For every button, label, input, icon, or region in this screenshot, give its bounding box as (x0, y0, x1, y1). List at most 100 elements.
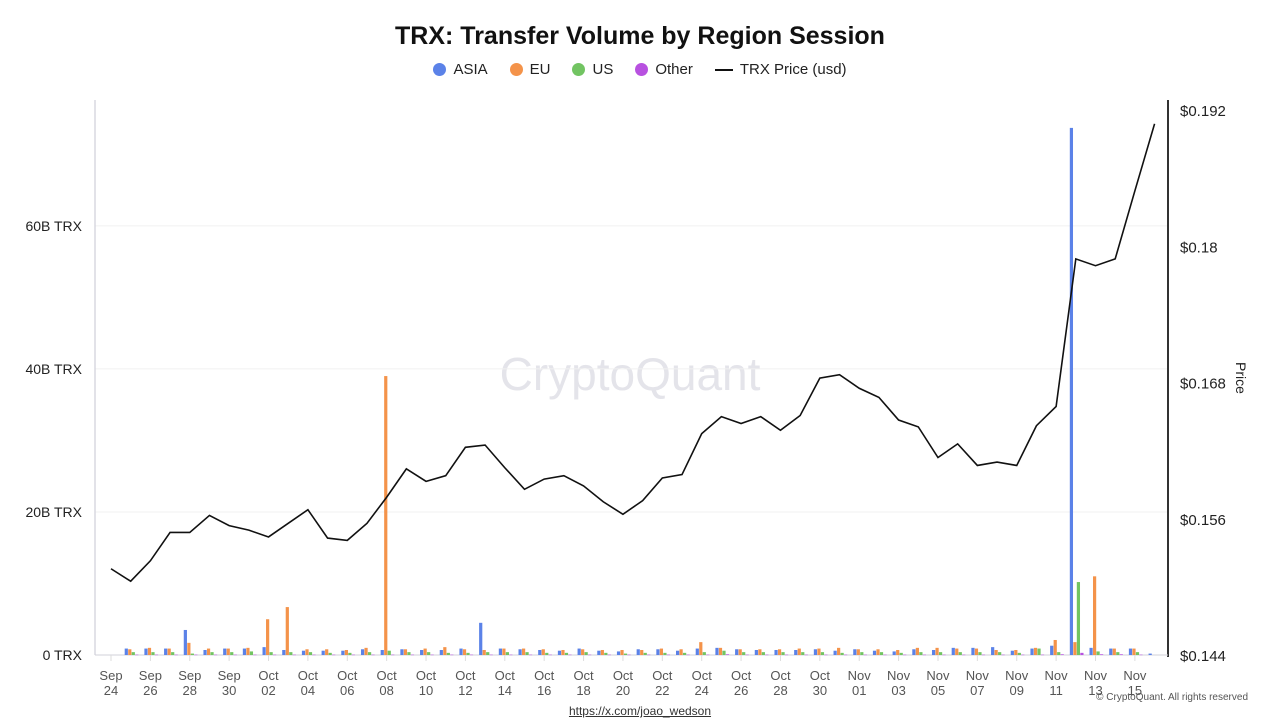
bar-eu (1033, 647, 1038, 655)
bar-us (879, 652, 884, 655)
bar-us (860, 652, 864, 655)
legend-swatch (635, 63, 649, 76)
bar-eu (817, 648, 821, 655)
bar-other (1021, 654, 1025, 656)
bar-eu (187, 642, 191, 655)
bar-other (1060, 654, 1064, 655)
bar-eu (718, 647, 723, 655)
bar-eu (797, 648, 801, 655)
bar-eu (443, 647, 447, 655)
bar-asia (715, 647, 719, 655)
bar-other (981, 654, 986, 656)
bar-eu (344, 649, 348, 655)
bar-asia (931, 649, 936, 655)
bar-asia (853, 649, 857, 655)
watermark: CryptoQuant (500, 348, 761, 400)
bar-asia (1010, 650, 1014, 655)
bar-us (564, 652, 569, 655)
credit-link[interactable]: https://x.com/joao_wedson (568, 704, 712, 718)
bar-eu (600, 649, 604, 655)
x-tick-label: Oct 04 (298, 668, 319, 698)
legend-label: EU (529, 61, 551, 78)
bar-eu (1112, 648, 1116, 655)
bar-other (686, 654, 690, 656)
bar-asia (656, 649, 660, 655)
legend-item[interactable]: Other (635, 61, 693, 78)
bar-other (351, 654, 355, 656)
bar-us (742, 652, 746, 655)
bar-eu (876, 649, 880, 655)
bar-asia (833, 650, 837, 655)
bar-eu (403, 649, 408, 655)
legend-swatch (572, 63, 586, 76)
bar-asia (951, 647, 955, 655)
bar-eu (738, 649, 742, 655)
bar-asia (301, 650, 306, 655)
bar-asia (479, 622, 483, 655)
bar-other (332, 654, 336, 656)
bar-other (194, 654, 198, 656)
x-tick-label: Oct 10 (416, 668, 437, 698)
x-tick-label: Oct 16 (534, 668, 555, 698)
bar-eu (541, 649, 545, 655)
bar-asia (616, 651, 621, 655)
bar-other (647, 654, 651, 656)
bar-other (509, 654, 513, 656)
y-right-tick-label: $0.168 (1180, 376, 1226, 393)
bar-asia (813, 649, 818, 655)
legend-swatch (433, 63, 447, 76)
bar-eu (266, 619, 270, 655)
bar-us (919, 652, 923, 655)
bar-other (1119, 654, 1123, 655)
bar-asia (538, 649, 542, 655)
bar-asia (1069, 127, 1074, 655)
x-tick-label: Sep 24 (99, 668, 122, 698)
legend-item[interactable]: ASIA (433, 61, 488, 78)
bar-us (308, 652, 313, 655)
bar-other (273, 654, 277, 656)
bar-us (525, 652, 529, 655)
bar-eu (640, 649, 644, 655)
y-right-tick-label: $0.144 (1180, 648, 1226, 665)
bar-other (1139, 654, 1143, 656)
bar-eu (423, 648, 427, 655)
bar-us (269, 652, 273, 655)
bar-us (446, 652, 450, 655)
bar-us (328, 652, 332, 655)
bar-asia (971, 647, 975, 655)
bar-eu (561, 649, 565, 655)
x-tick-label: Oct 20 (613, 668, 634, 698)
x-tick-label: Oct 22 (652, 668, 673, 698)
legend-item[interactable]: US (572, 61, 613, 78)
bar-asia (124, 648, 128, 655)
bar-eu (896, 649, 900, 655)
x-tick-label: Oct 24 (692, 668, 713, 698)
bar-other (1080, 652, 1084, 655)
bar-us (683, 652, 687, 655)
bar-us (387, 650, 391, 655)
bar-other (627, 654, 631, 656)
bar-asia (1089, 647, 1093, 655)
bar-us (1057, 652, 1061, 655)
bar-other (588, 654, 592, 656)
bar-other (154, 654, 159, 656)
bar-asia (360, 649, 365, 655)
bar-eu (246, 647, 250, 655)
bar-us (348, 652, 352, 655)
bar-other (312, 654, 316, 656)
x-tick-label: Sep 26 (139, 668, 162, 698)
legend-item[interactable]: TRX Price (usd) (714, 61, 847, 78)
bar-other (135, 654, 139, 656)
y-right-tick-label: $0.192 (1180, 103, 1226, 120)
copyright: © CryptoQuant. All rights reserved (1096, 692, 1248, 703)
x-tick-label: Nov 15 (1123, 668, 1147, 698)
bar-asia (498, 648, 502, 655)
bar-other (784, 654, 789, 656)
bar-other (804, 654, 808, 656)
x-tick-label: Oct 06 (337, 668, 358, 698)
x-tick-label: Nov 05 (926, 668, 950, 698)
bar-asia (1148, 653, 1152, 655)
bar-us (249, 651, 254, 655)
bar-asia (144, 648, 148, 655)
legend-item[interactable]: EU (509, 61, 551, 78)
